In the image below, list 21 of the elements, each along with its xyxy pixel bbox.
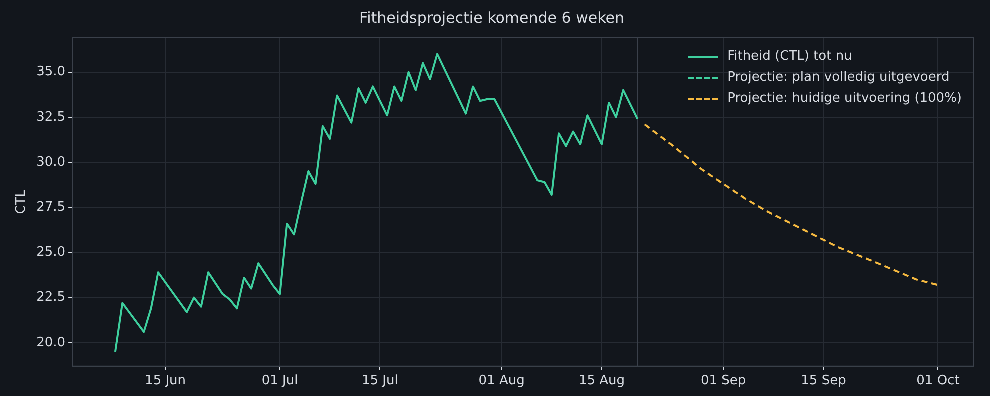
x-tick-label: 15 Jun [145,374,186,389]
line-series [644,124,940,286]
x-tick-label: 01 Sep [701,374,746,389]
legend-label: Projectie: plan volledig uitgevoerd [728,69,950,87]
legend-label: Fitheid (CTL) tot nu [728,48,852,66]
chart-title: Fitheidsprojectie komende 6 weken [360,8,624,27]
x-tick-label: 01 Oct [916,374,960,389]
x-tick-label: 01 Aug [478,374,525,389]
x-tick-label: 01 Jul [262,374,298,389]
y-tick-label: 27.5 [36,200,66,215]
x-tick-label: 15 Aug [578,374,625,389]
x-tick-label: 15 Sep [801,374,846,389]
y-axis-title: CTL [14,189,30,214]
y-tick-label: 32.5 [36,110,66,125]
y-tick-label: 22.5 [36,290,66,306]
legend-label: Projectie: huidige uitvoering (100%) [728,90,962,108]
x-tick-label: 15 Jul [362,374,398,389]
y-tick-label: 20.0 [36,335,66,350]
y-tick-label: 30.0 [36,154,66,170]
y-tick-label: 35.0 [36,64,66,80]
y-tick-label: 25.0 [36,245,66,260]
